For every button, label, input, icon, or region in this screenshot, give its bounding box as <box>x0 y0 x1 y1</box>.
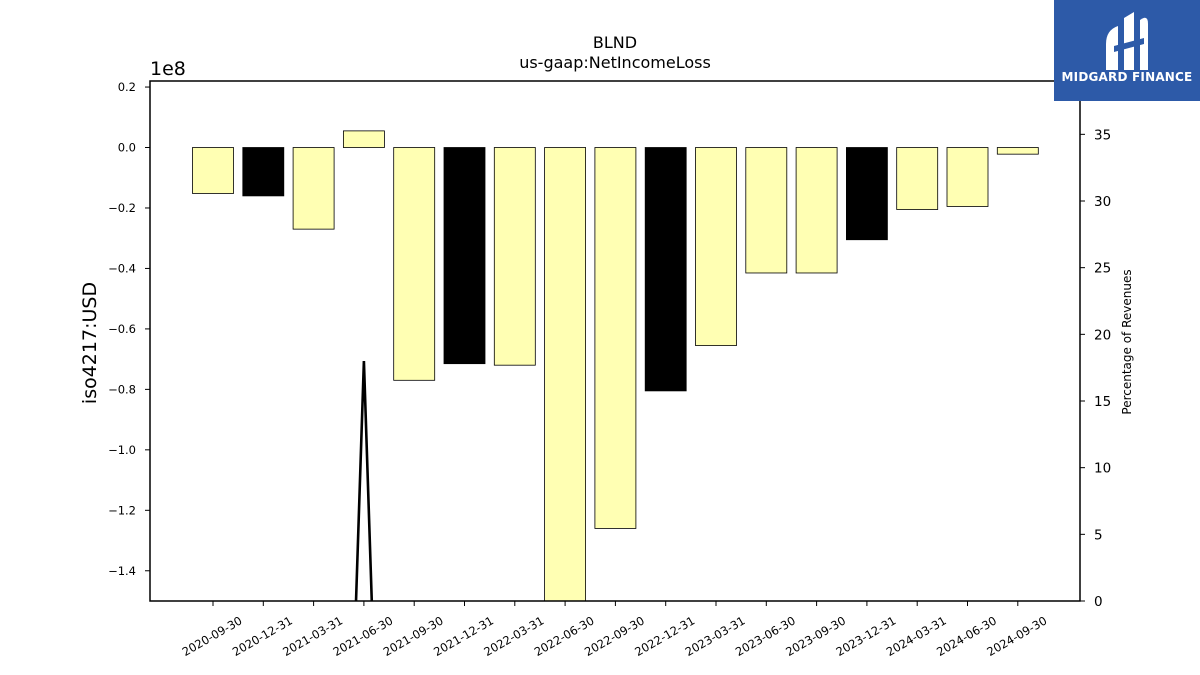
y2-tick-label: 20 <box>1094 327 1111 343</box>
bar-2023-03-31 <box>695 147 737 346</box>
y2-tick-label: 10 <box>1094 461 1111 477</box>
y-tick-label: −1.0 <box>108 443 136 457</box>
y2-tick-label: 0 <box>1094 594 1103 610</box>
bar-2020-09-30 <box>192 147 234 194</box>
bar-2022-03-31 <box>493 147 536 366</box>
chart-title: BLND <box>593 33 637 52</box>
bar-2021-12-31 <box>443 147 486 365</box>
y2-axis-label: Percentage of Revenues <box>1120 269 1134 414</box>
bar-2021-03-31 <box>292 147 335 230</box>
line-group <box>354 360 374 601</box>
bar-2022-09-30 <box>594 147 637 529</box>
bar-2022-12-31 <box>644 147 687 392</box>
bar-2020-12-31 <box>242 147 285 197</box>
y2-tick-label: 30 <box>1094 194 1111 210</box>
percentage-line <box>354 360 374 601</box>
y2-tick-label: 5 <box>1094 527 1103 543</box>
plot-area: 0.2 0.0 −0.2 −0.4 −0.6 −0.8 −1.0 −1.2 −1.4 0 5 10 15… <box>108 80 1111 659</box>
y2-tick-label: 25 <box>1094 261 1111 277</box>
bars-group <box>192 130 1039 601</box>
y-tick-label: −1.4 <box>108 564 136 578</box>
chart-subtitle: us-gaap:NetIncomeLoss <box>519 53 711 72</box>
bar-2023-09-30 <box>795 147 838 274</box>
bar-2023-06-30 <box>745 147 788 274</box>
bar-2021-06-30 <box>342 130 385 148</box>
logo-text: MIDGARD FINANCE <box>1061 70 1193 84</box>
y-offset-text: 1e8 <box>150 58 186 80</box>
bar-2024-03-31 <box>896 147 939 210</box>
y-tick-label: 0.2 <box>118 80 136 94</box>
bar-2024-09-30 <box>996 147 1039 155</box>
y2-tick-label: 35 <box>1094 127 1111 143</box>
y-tick-label: −0.4 <box>108 261 136 275</box>
bar-2024-06-30 <box>946 147 989 207</box>
y-tick-label: 0.0 <box>118 141 136 155</box>
bar-2022-06-30 <box>544 147 586 601</box>
y-tick-label: −1.2 <box>108 503 136 517</box>
y2-tick-label: 15 <box>1094 394 1111 410</box>
y-tick-label: −0.2 <box>108 201 136 215</box>
brand-logo: MIDGARD FINANCE <box>1054 0 1200 101</box>
y-axis-label: iso4217:USD <box>79 282 101 404</box>
bar-2023-12-31 <box>846 147 888 241</box>
bar-2021-09-30 <box>393 147 436 381</box>
y-tick-label: −0.8 <box>108 382 136 396</box>
y-tick-label: −0.6 <box>108 322 136 336</box>
logo-mark-icon <box>1106 12 1148 70</box>
